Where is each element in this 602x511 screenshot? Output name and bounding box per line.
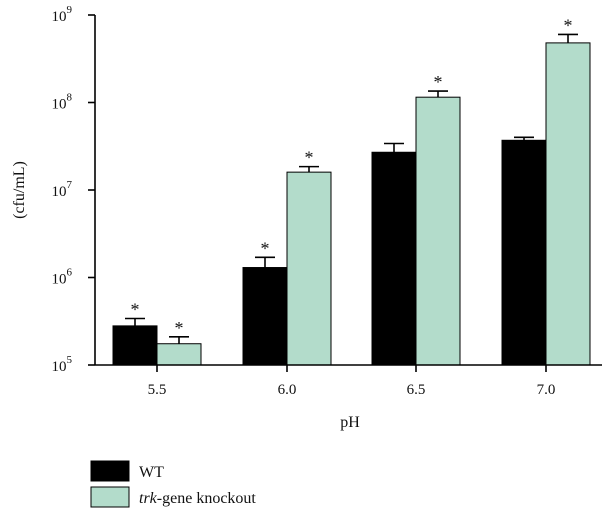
y-tick-label: 109 xyxy=(52,4,73,25)
x-tick-label: 6.5 xyxy=(407,382,426,398)
legend-label: trk-gene knockout xyxy=(139,490,256,507)
y-axis-title: (cfu/mL) xyxy=(11,161,28,219)
significance-marker: * xyxy=(261,238,270,258)
bar xyxy=(415,96,461,366)
significance-marker: * xyxy=(305,148,314,168)
y-tick-base: 10 xyxy=(52,9,67,25)
y-tick-base: 10 xyxy=(52,184,67,200)
significance-marker: * xyxy=(131,299,140,319)
x-tick-label: 5.5 xyxy=(148,382,167,398)
significance-marker: * xyxy=(175,318,184,338)
bar xyxy=(501,139,547,366)
legend-swatch xyxy=(90,460,130,482)
y-tick-label: 105 xyxy=(52,354,73,375)
bar xyxy=(286,171,332,366)
legend-swatch xyxy=(90,486,130,508)
y-tick-exponent: 9 xyxy=(67,4,73,16)
y-tick-label: 106 xyxy=(52,267,73,288)
y-tick-exponent: 7 xyxy=(67,179,73,191)
x-tick-label: 7.0 xyxy=(537,382,556,398)
y-tick-label: 107 xyxy=(52,179,73,200)
bar xyxy=(371,151,417,366)
significance-marker: * xyxy=(564,15,573,35)
y-tick-label: 108 xyxy=(52,92,73,113)
x-axis-title: pH xyxy=(340,414,360,431)
x-tick-label: 6.0 xyxy=(278,382,297,398)
bar xyxy=(242,267,288,366)
legend-label-text: WT xyxy=(139,464,164,481)
y-tick-exponent: 5 xyxy=(67,354,73,366)
legend-label-italic: trk xyxy=(139,490,158,507)
bar xyxy=(112,325,158,366)
y-tick-exponent: 8 xyxy=(67,92,73,104)
legend-label-text: -gene knockout xyxy=(157,490,257,507)
y-tick-base: 10 xyxy=(52,359,67,375)
bars-layer: * * * * * * xyxy=(112,15,591,366)
legend-label: WT xyxy=(139,464,164,481)
y-tick-exponent: 6 xyxy=(67,267,73,279)
legend: WT trk-gene knockout xyxy=(90,460,256,508)
bar xyxy=(545,42,591,366)
y-tick-base: 10 xyxy=(52,272,67,288)
bar xyxy=(156,343,202,366)
significance-marker: * xyxy=(434,72,443,92)
y-tick-base: 10 xyxy=(52,97,67,113)
